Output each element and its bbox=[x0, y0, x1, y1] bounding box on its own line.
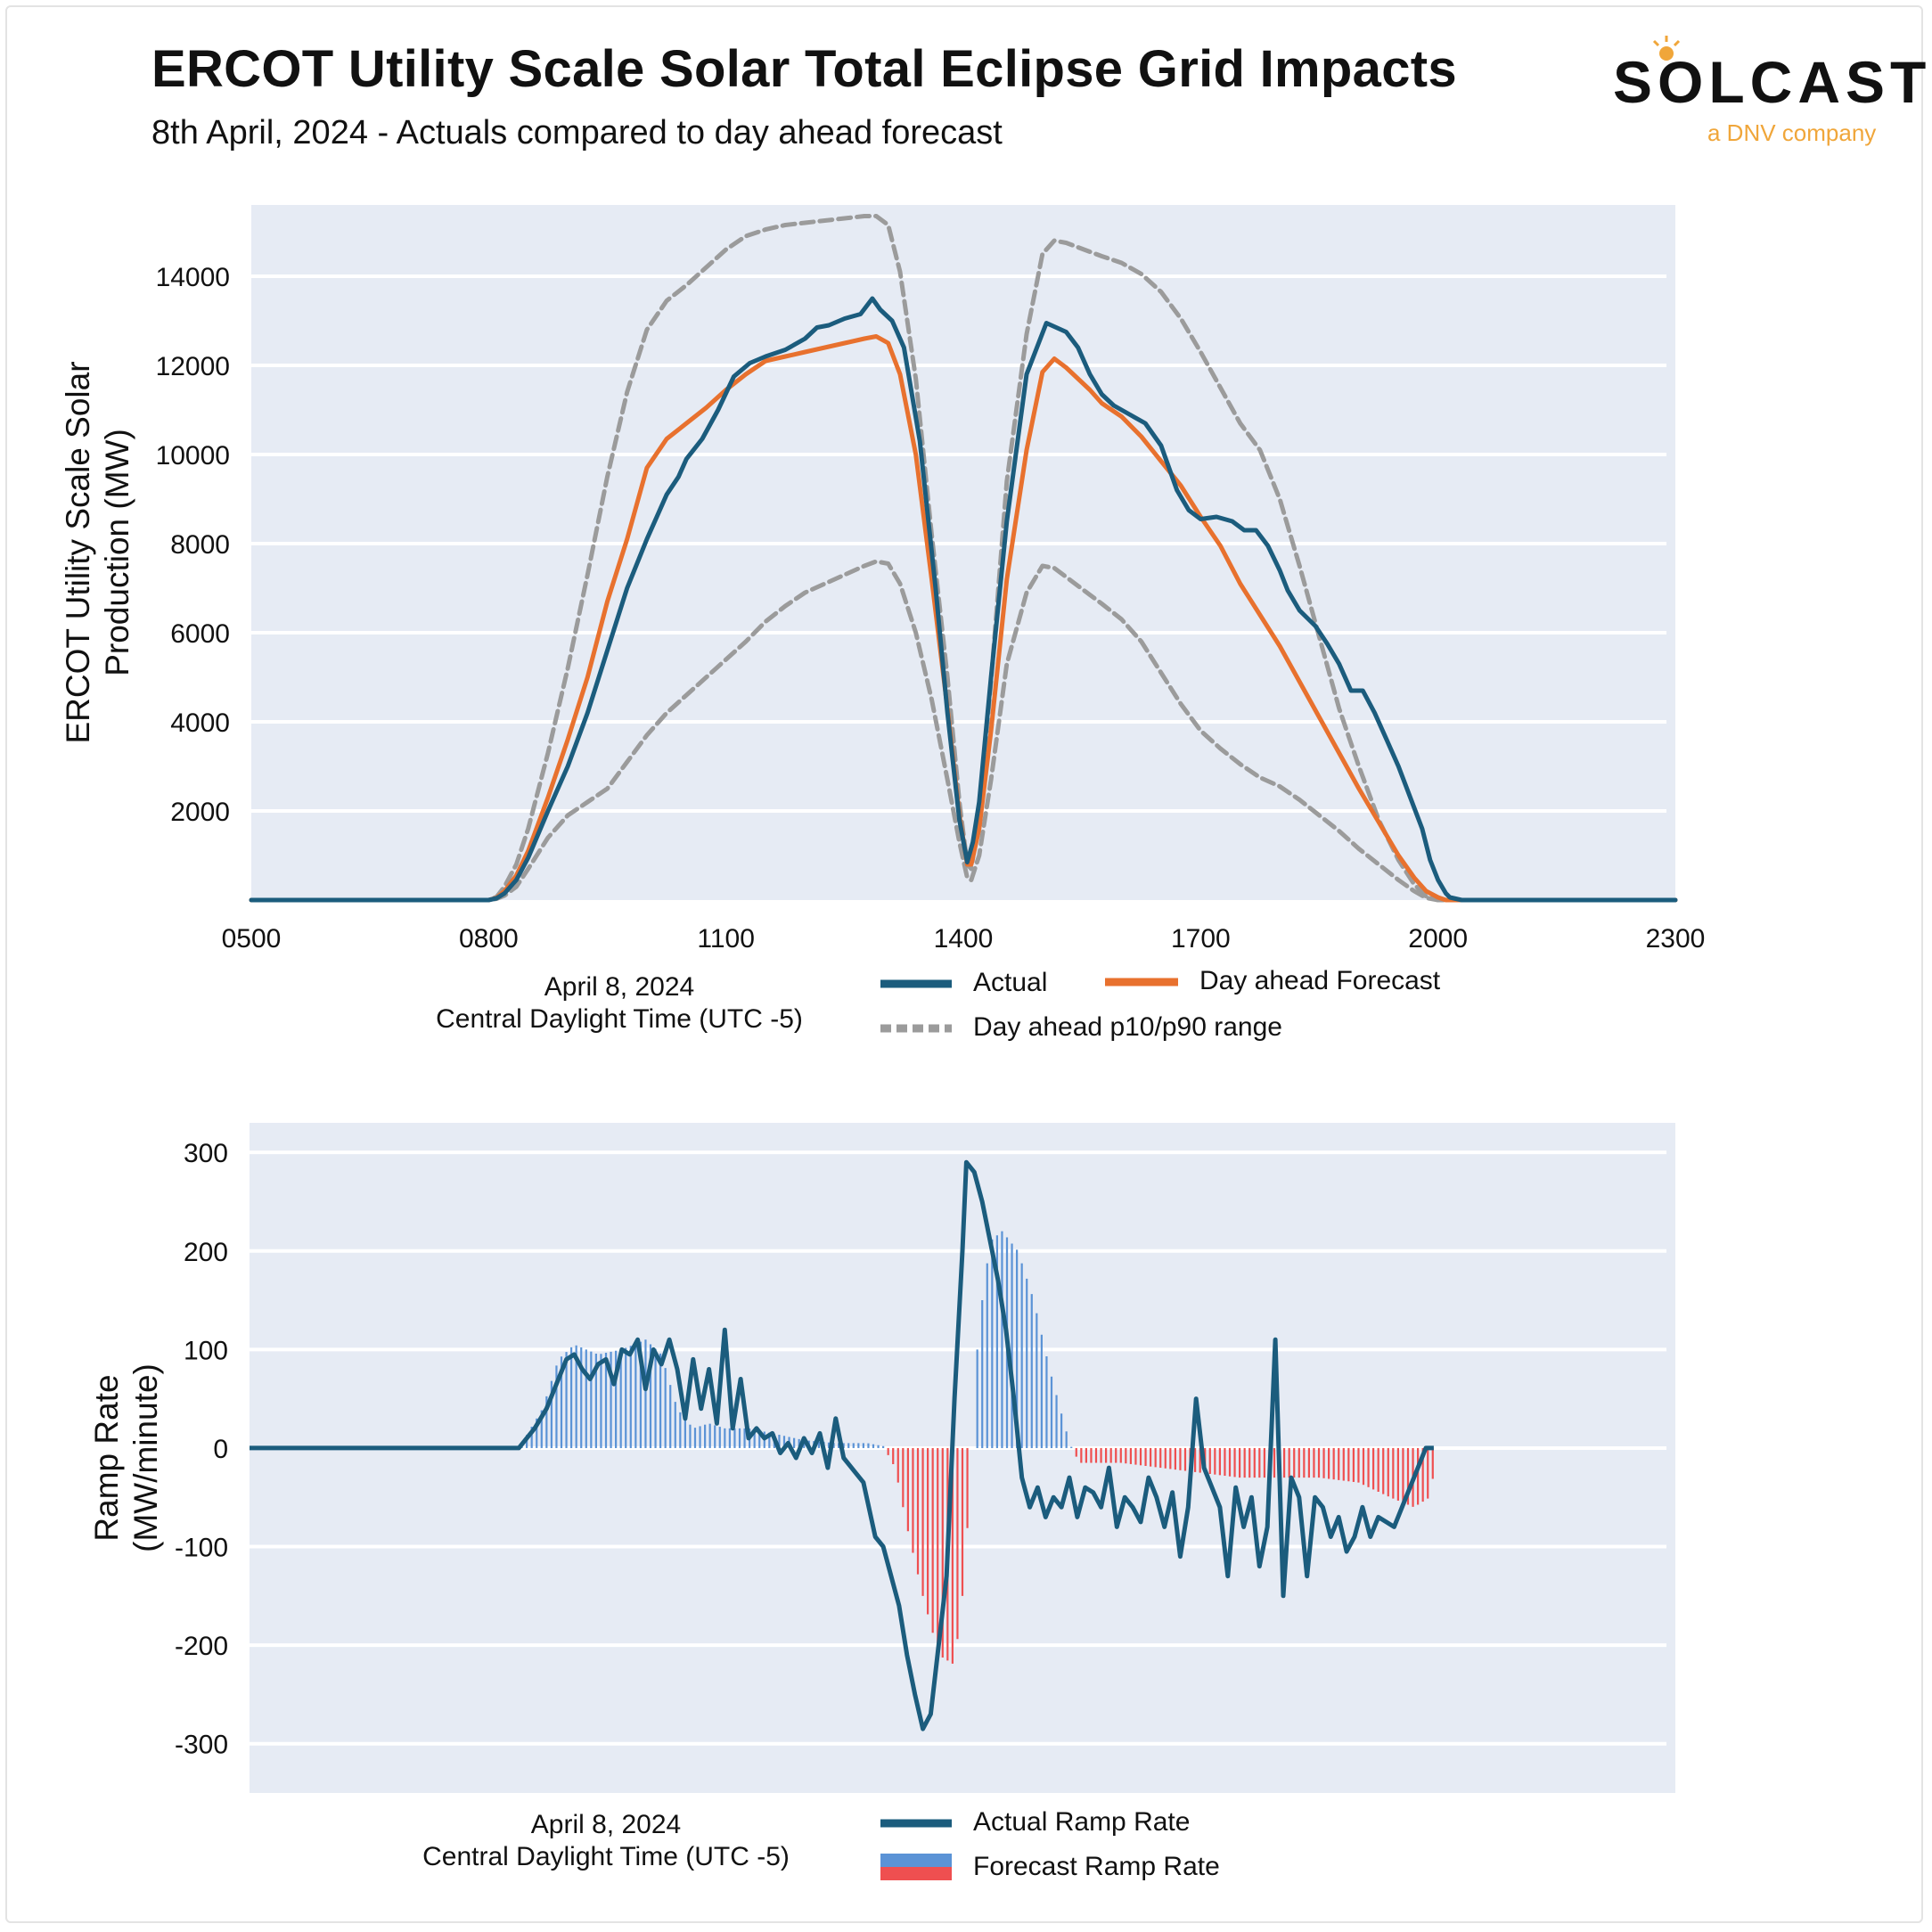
chart2-tz-label: Central Daylight Time (UTC -5) bbox=[422, 1842, 790, 1871]
chart1-y-tick-label: 4000 bbox=[170, 708, 230, 738]
logo-tagline: a DNV company bbox=[1707, 119, 1877, 146]
legend-actual-swatch bbox=[880, 979, 952, 988]
chart2-y-tick-label: -100 bbox=[175, 1534, 228, 1563]
chart1-plot-area bbox=[251, 205, 1675, 900]
chart2-y-axis-title-line2: (MW/minute) bbox=[127, 1363, 164, 1552]
chart2-y-tick-label: -300 bbox=[175, 1731, 228, 1760]
chart1-y-tick-label: 2000 bbox=[170, 798, 230, 827]
chart1-x-tick-label: 2000 bbox=[1408, 924, 1468, 954]
solcast-logo: SOLCAST bbox=[1613, 49, 1932, 115]
legend-forecast-swatch bbox=[1105, 978, 1178, 986]
chart2-date-label: April 8, 2024 bbox=[530, 1810, 682, 1839]
chart1-y-tick-label: 14000 bbox=[156, 263, 230, 292]
production-chart: 2000 4000 6000 8000 10000 12000 14000 0500 0800 1… bbox=[60, 205, 1706, 954]
legend-forecast-label: Day ahead Forecast bbox=[1199, 966, 1441, 995]
legend-range-swatch bbox=[880, 1024, 952, 1033]
sun-logo-icon bbox=[1652, 36, 1681, 61]
chart1-date-note: April 8, 2024 Central Daylight Time (UTC… bbox=[419, 971, 820, 1036]
chart1-date-label: April 8, 2024 bbox=[544, 972, 695, 1002]
chart2-y-tick-label: 100 bbox=[184, 1336, 228, 1365]
chart1-tz-label: Central Daylight Time (UTC -5) bbox=[436, 1004, 803, 1034]
chart1-x-tick-label: 0800 bbox=[459, 924, 519, 954]
series-actual-line bbox=[249, 296, 1678, 903]
chart1-y-axis-title: ERCOT Utility Scale Solar Production (MW) bbox=[60, 361, 135, 743]
chart1-y-axis-title-line1: ERCOT Utility Scale Solar bbox=[60, 361, 96, 743]
ramp-rate-chart: -300-200-1000100200300050008001100140017… bbox=[88, 1123, 1675, 1793]
series-actual-ramp-rate-line bbox=[250, 1159, 1434, 1731]
chart2-y-tick-label: 0 bbox=[213, 1435, 228, 1464]
series-day-ahead-p10-line bbox=[249, 559, 1678, 903]
legend-actual-ramp-label: Actual Ramp Rate bbox=[973, 1807, 1191, 1837]
legend-forecast-ramp-swatch bbox=[880, 1854, 952, 1880]
legend-range-label: Day ahead p10/p90 range bbox=[973, 1012, 1282, 1042]
chart2-y-tick-label: 300 bbox=[184, 1139, 228, 1168]
legend-actual-ramp-swatch bbox=[880, 1819, 952, 1828]
chart1-x-tick-label: 2300 bbox=[1646, 924, 1706, 954]
chart2-y-axis-title: Ramp Rate (MW/minute) bbox=[88, 1363, 164, 1552]
legend-actual-label: Actual bbox=[973, 968, 1048, 997]
chart1-x-tick-label: 0500 bbox=[222, 924, 282, 954]
page-subtitle: 8th April, 2024 - Actuals compared to da… bbox=[151, 114, 1003, 151]
chart2-y-tick-label: -200 bbox=[175, 1632, 228, 1661]
chart1-x-tick-label: 1100 bbox=[697, 924, 755, 954]
series-day-ahead-p90-line bbox=[249, 214, 1678, 903]
chart2-date-note: April 8, 2024 Central Daylight Time (UTC… bbox=[405, 1809, 806, 1873]
chart1-x-tick-label: 1700 bbox=[1171, 924, 1231, 954]
series-day-ahead-forecast-line bbox=[249, 334, 1678, 903]
page-frame bbox=[5, 5, 1923, 1923]
page-title: ERCOT Utility Scale Solar Total Eclipse … bbox=[151, 40, 1457, 98]
chart1-y-tick-label: 10000 bbox=[156, 441, 230, 471]
chart1-y-tick-label: 8000 bbox=[170, 530, 230, 560]
legend-forecast-ramp-label: Forecast Ramp Rate bbox=[973, 1852, 1220, 1881]
chart1-x-tick-label: 1400 bbox=[934, 924, 994, 954]
chart2-y-tick-label: 200 bbox=[184, 1238, 228, 1267]
chart1-y-axis-title-line2: Production (MW) bbox=[99, 429, 135, 676]
chart2-y-axis-title-line1: Ramp Rate bbox=[88, 1374, 125, 1541]
chart1-y-tick-label: 6000 bbox=[170, 619, 230, 649]
chart1-y-tick-label: 12000 bbox=[156, 352, 230, 381]
